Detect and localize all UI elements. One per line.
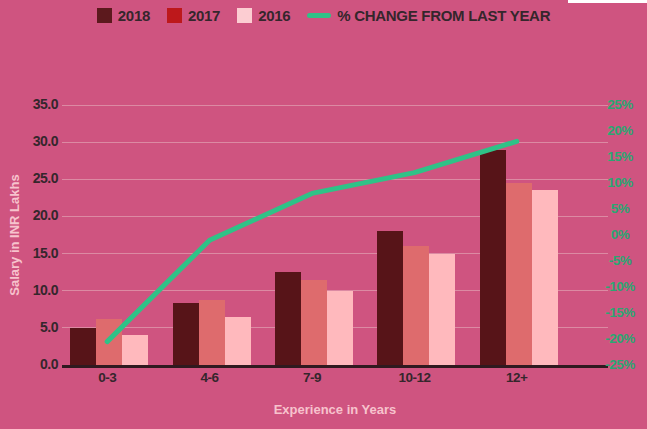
x-tick-label: 12+ [485,370,549,385]
y-tick-label: 25.0 [14,170,58,186]
y2-tick-label: 5% [601,201,639,216]
y2-tick-label: 25% [601,97,639,112]
y-tick-label: 10.0 [14,282,58,298]
plot-area [62,105,608,368]
y2-tick-label: -10% [601,279,639,294]
chart-canvas: 2018 2017 2016 % CHANGE FROM LAST YEAR S… [0,0,647,429]
legend-label-2016: 2016 [258,7,290,24]
legend-item-2017: 2017 [167,7,220,24]
legend-item-2018: 2018 [97,7,150,24]
y2-tick-label: -15% [601,305,639,320]
y2-tick-label: -25% [601,357,639,372]
legend-label-2017: 2017 [188,7,220,24]
y-tick-label: 20.0 [14,207,58,223]
y2-tick-label: 10% [601,175,639,190]
x-tick-label: 7-9 [280,370,344,385]
legend-swatch-2017 [167,8,182,23]
legend-swatch-2018 [97,8,112,23]
screenshot-artifact-strip [568,0,647,3]
legend-line-swatch [307,13,331,18]
y2-tick-label: 15% [601,149,639,164]
y-tick-label: 15.0 [14,245,58,261]
x-tick-label: 4-6 [178,370,242,385]
y-tick-label: 0.0 [14,356,58,372]
x-tick-label: 0-3 [75,370,139,385]
x-axis-title: Experience in Years [62,402,608,417]
legend-item-2016: 2016 [237,7,290,24]
legend-label-2018: 2018 [118,7,150,24]
y-tick-label: 35.0 [14,96,58,112]
y2-tick-label: -20% [601,331,639,346]
legend-swatch-2016 [237,8,252,23]
y-tick-label: 30.0 [14,133,58,149]
legend: 2018 2017 2016 % CHANGE FROM LAST YEAR [0,7,647,24]
y-axis-title: Salary in INR Lakhs [7,174,22,295]
legend-label-pct-change: % CHANGE FROM LAST YEAR [337,7,550,24]
y2-tick-label: -5% [601,253,639,268]
x-tick-label: 10-12 [382,370,446,385]
y-tick-label: 5.0 [14,319,58,335]
y2-tick-label: 20% [601,123,639,138]
pct-change-line [62,105,608,365]
y2-tick-label: 0% [601,227,639,242]
legend-item-pct-change: % CHANGE FROM LAST YEAR [307,7,550,24]
